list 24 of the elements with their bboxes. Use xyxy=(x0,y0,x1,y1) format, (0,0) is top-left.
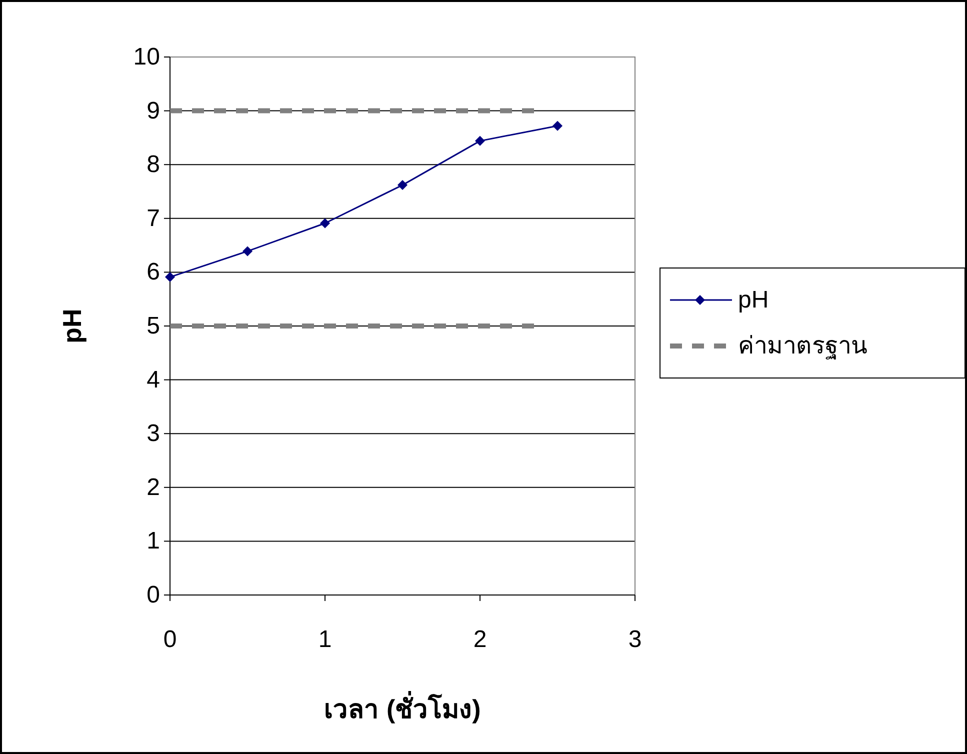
x-tick-label: 3 xyxy=(628,626,642,653)
y-axis-title: pH xyxy=(57,308,87,344)
y-tick-label: 10 xyxy=(133,44,160,70)
x-tick-label: 0 xyxy=(163,626,177,653)
y-tick-label: 5 xyxy=(146,312,160,340)
legend-label: pH xyxy=(738,286,769,314)
point xyxy=(242,246,252,256)
legend-label: ค่ามาตรฐาน xyxy=(738,332,867,360)
y-tick-label: 8 xyxy=(146,151,160,178)
x-tick-label: 2 xyxy=(473,626,487,653)
y-tick-label: 9 xyxy=(146,97,160,124)
point xyxy=(552,120,562,131)
point xyxy=(475,136,485,146)
x-tick-label: 1 xyxy=(318,626,332,653)
y-tick-label: 1 xyxy=(146,528,160,555)
y-tick-label: 0 xyxy=(146,582,160,608)
y-tick-label: 3 xyxy=(146,420,160,448)
point xyxy=(398,180,408,190)
y-tick-label: 6 xyxy=(146,258,160,286)
point xyxy=(320,218,330,228)
x-axis-title: เวลา (ชั่วโมง) xyxy=(324,690,481,724)
y-tick-label: 2 xyxy=(146,474,160,501)
y-tick-label: 4 xyxy=(146,366,160,394)
y-tick-label: 7 xyxy=(146,204,160,232)
